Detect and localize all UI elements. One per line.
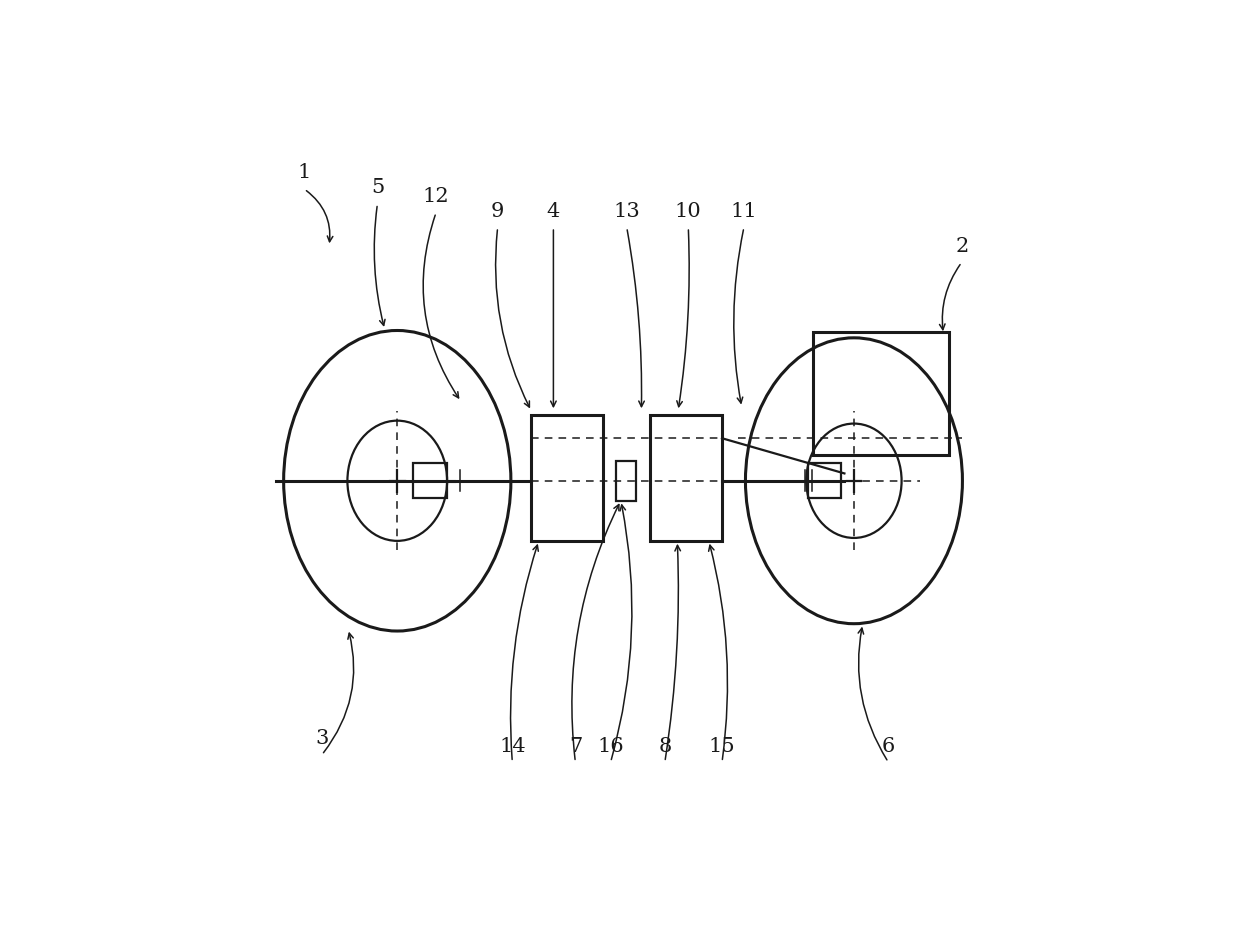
Bar	[808, 464, 841, 498]
Text: 14: 14	[498, 737, 526, 756]
Bar	[616, 461, 636, 501]
Bar	[650, 415, 722, 541]
Text: 6: 6	[882, 737, 895, 756]
Text: 2: 2	[955, 237, 968, 256]
Text: 3: 3	[315, 729, 329, 748]
Text: 1: 1	[298, 164, 311, 183]
Bar	[813, 332, 949, 455]
Text: 12: 12	[423, 187, 449, 206]
Text: 9: 9	[491, 202, 505, 221]
Text: 8: 8	[658, 737, 671, 756]
Text: 16: 16	[598, 737, 624, 756]
Text: 4: 4	[547, 202, 560, 221]
Text: 10: 10	[675, 202, 702, 221]
Bar	[413, 464, 448, 498]
Text: 13: 13	[614, 202, 640, 221]
Text: 15: 15	[709, 737, 735, 756]
Bar	[532, 415, 603, 541]
Text: 5: 5	[371, 178, 384, 197]
Text: 11: 11	[730, 202, 758, 221]
Text: 7: 7	[569, 737, 582, 756]
